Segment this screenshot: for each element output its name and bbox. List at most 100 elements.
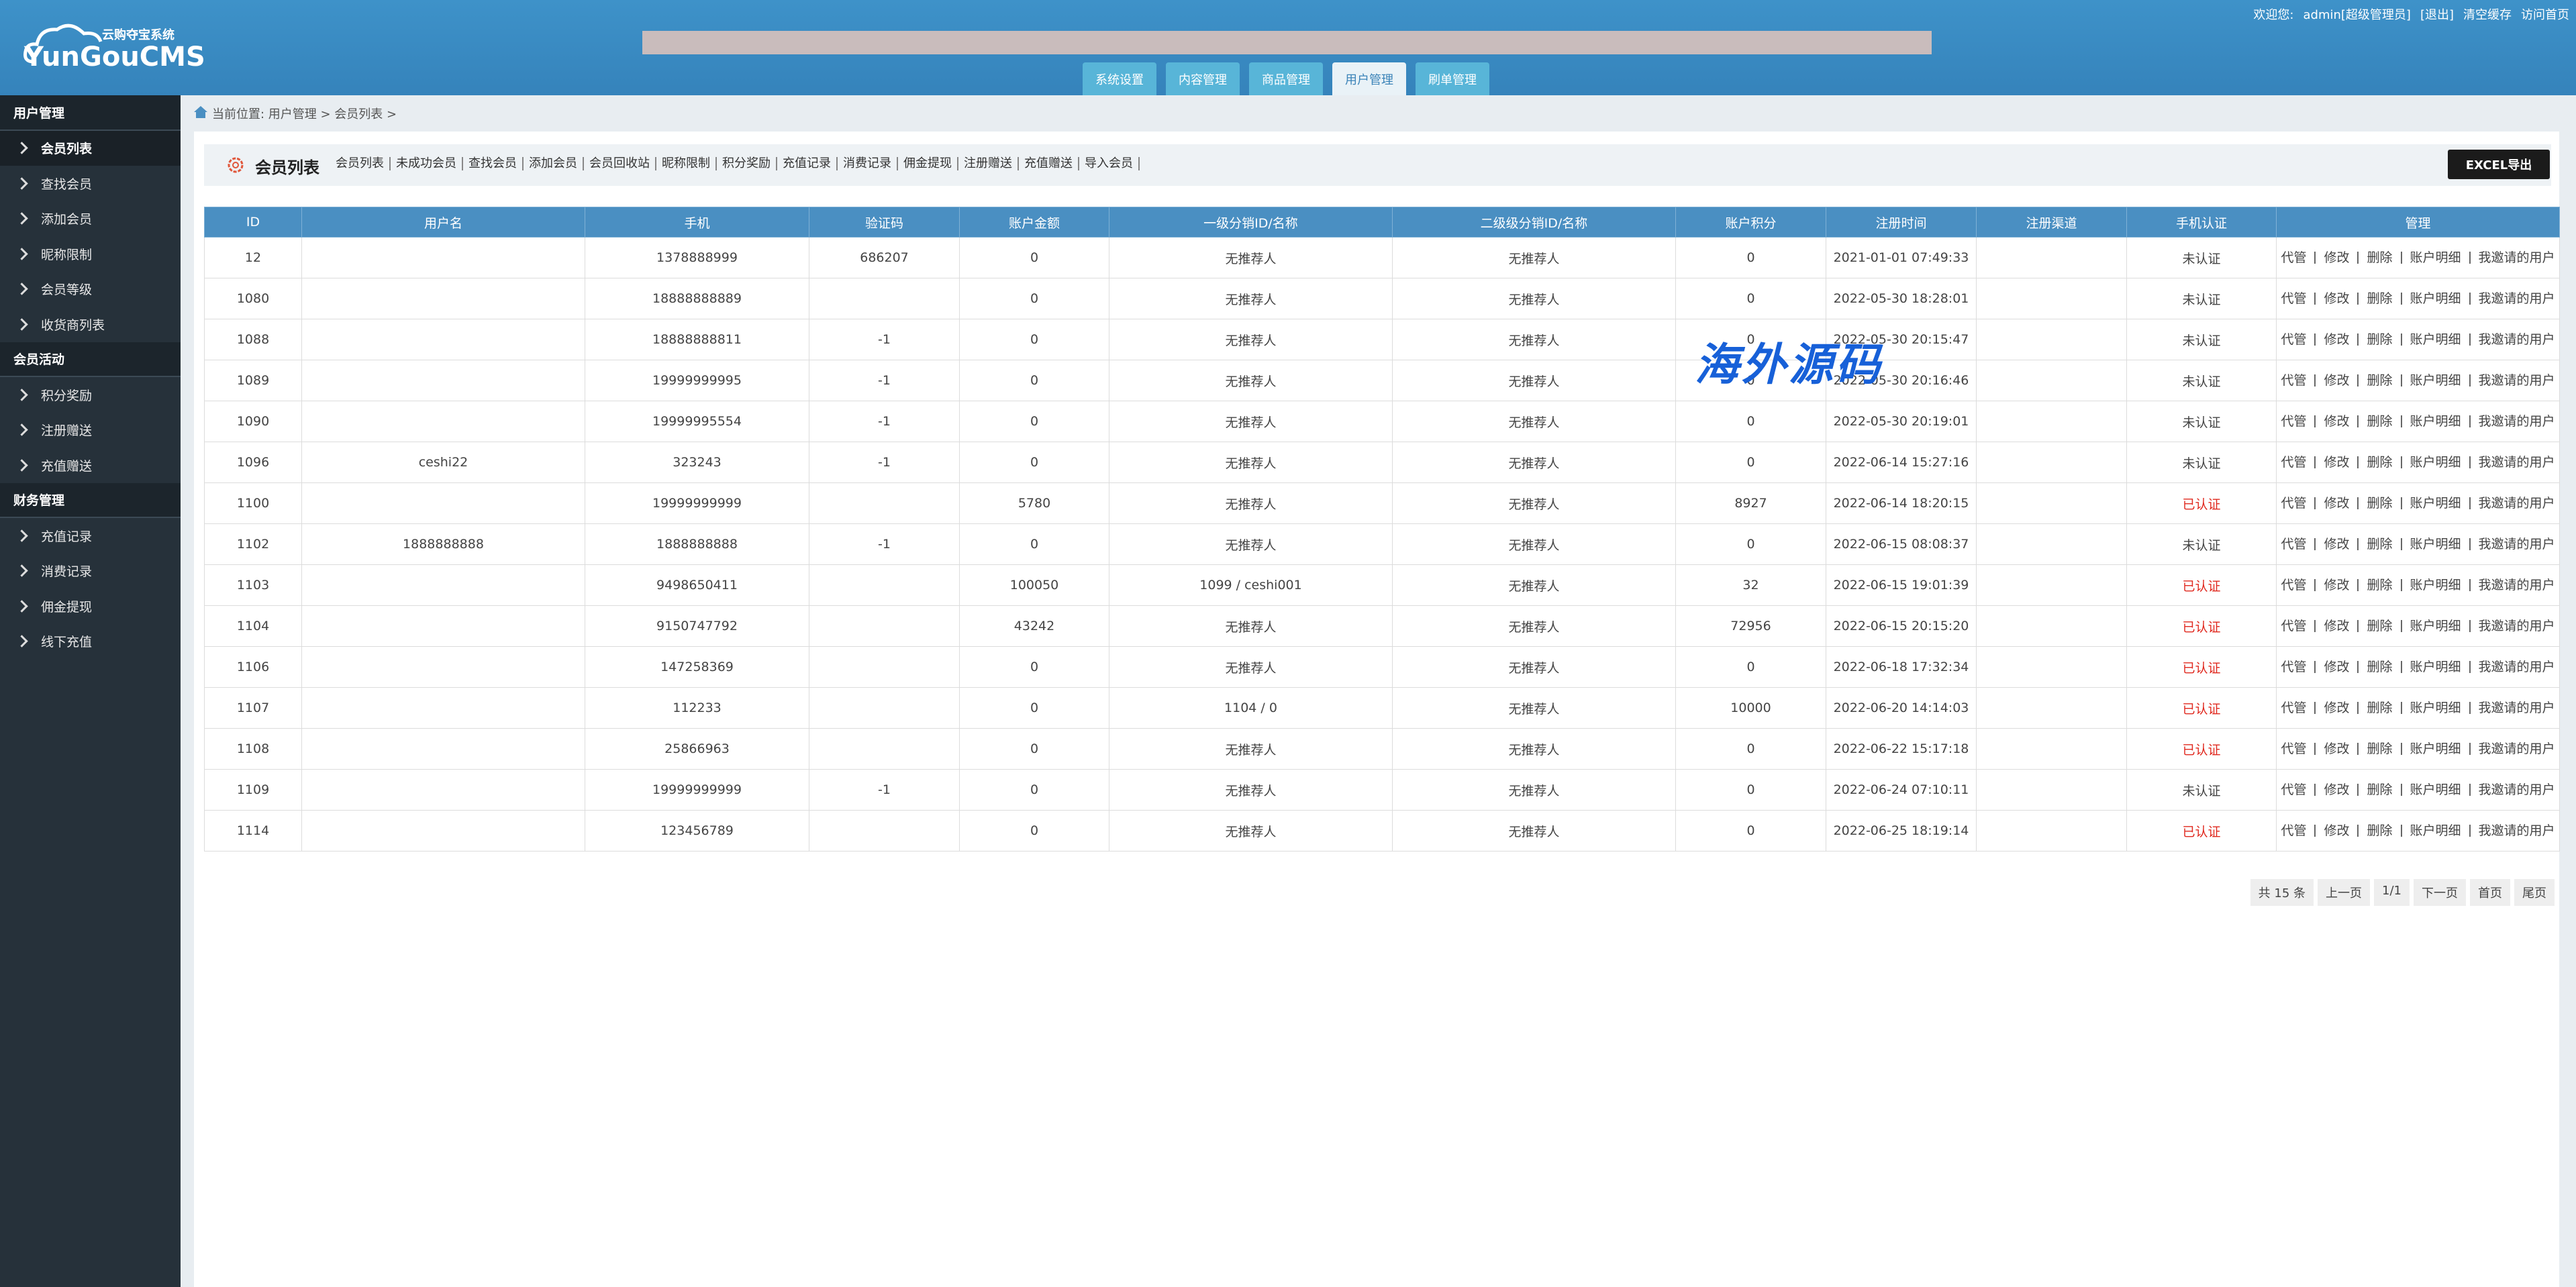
toolbar-link[interactable]: 未成功会员 <box>391 157 463 170</box>
action-link[interactable]: 账户明细 <box>2402 252 2471 264</box>
action-link[interactable]: 删除 <box>2359 661 2402 674</box>
toolbar-link[interactable]: 查找会员 <box>463 157 524 170</box>
toolbar-link[interactable]: 积分奖励 <box>717 157 777 170</box>
page-link[interactable]: 下一页 <box>2414 879 2466 906</box>
toolbar-link[interactable]: 会员回收站 <box>584 157 656 170</box>
action-link[interactable]: 代管 <box>2281 743 2316 756</box>
action-link[interactable]: 代管 <box>2281 252 2316 264</box>
action-link[interactable]: 我邀请的用户 <box>2478 619 2555 633</box>
action-link[interactable]: 我邀请的用户 <box>2478 660 2555 674</box>
page-link[interactable]: 上一页 <box>2318 879 2371 906</box>
sidebar-item[interactable]: 积分奖励 <box>0 377 181 413</box>
action-link[interactable]: 代管 <box>2281 784 2316 796</box>
action-link[interactable]: 代管 <box>2281 374 2316 387</box>
sidebar-item[interactable]: 佣金提现 <box>0 588 181 624</box>
action-link[interactable]: 修改 <box>2316 825 2359 837</box>
action-link[interactable]: 修改 <box>2316 661 2359 674</box>
action-link[interactable]: 修改 <box>2316 333 2359 346</box>
sidebar-item[interactable]: 线下充值 <box>0 624 181 660</box>
action-link[interactable]: 代管 <box>2281 661 2316 674</box>
action-link[interactable]: 修改 <box>2316 620 2359 633</box>
nav-tab[interactable]: 系统设置 <box>1083 62 1156 95</box>
action-link[interactable]: 我邀请的用户 <box>2478 373 2555 388</box>
action-link[interactable]: 账户明细 <box>2402 825 2471 837</box>
action-link[interactable]: 代管 <box>2281 620 2316 633</box>
action-link[interactable]: 代管 <box>2281 497 2316 510</box>
action-link[interactable]: 账户明细 <box>2402 456 2471 469</box>
action-link[interactable]: 我邀请的用户 <box>2478 537 2555 552</box>
action-link[interactable]: 删除 <box>2359 293 2402 305</box>
action-link[interactable]: 我邀请的用户 <box>2478 291 2555 306</box>
sidebar-item[interactable]: 充值赠送 <box>0 448 181 483</box>
action-link[interactable]: 删除 <box>2359 456 2402 469</box>
sidebar-item[interactable]: 会员列表 <box>0 130 181 166</box>
action-link[interactable]: 我邀请的用户 <box>2478 782 2555 797</box>
action-link[interactable]: 我邀请的用户 <box>2478 496 2555 511</box>
nav-tab[interactable]: 商品管理 <box>1249 62 1323 95</box>
sidebar-item[interactable]: 查找会员 <box>0 166 181 201</box>
action-link[interactable]: 修改 <box>2316 456 2359 469</box>
page-link[interactable]: 尾页 <box>2514 879 2555 906</box>
toolbar-link[interactable]: 消费记录 <box>838 157 898 170</box>
action-link[interactable]: 修改 <box>2316 784 2359 796</box>
page-link[interactable]: 1/1 <box>2374 879 2410 906</box>
nav-tab[interactable]: 内容管理 <box>1166 62 1240 95</box>
toolbar-link[interactable]: 注册赠送 <box>958 157 1019 170</box>
action-link[interactable]: 删除 <box>2359 252 2402 264</box>
action-link[interactable]: 删除 <box>2359 579 2402 592</box>
sidebar-item[interactable]: 昵称限制 <box>0 236 181 272</box>
action-link[interactable]: 删除 <box>2359 497 2402 510</box>
search-bar[interactable] <box>642 31 1932 54</box>
action-link[interactable]: 我邀请的用户 <box>2478 578 2555 593</box>
nav-tab[interactable]: 用户管理 <box>1332 62 1406 95</box>
action-link[interactable]: 我邀请的用户 <box>2478 701 2555 715</box>
export-button[interactable]: EXCEL导出 <box>2448 150 2550 179</box>
action-link[interactable]: 我邀请的用户 <box>2478 414 2555 429</box>
nav-tab[interactable]: 刷单管理 <box>1416 62 1489 95</box>
sidebar-item[interactable]: 充值记录 <box>0 518 181 554</box>
action-link[interactable]: 账户明细 <box>2402 333 2471 346</box>
action-link[interactable]: 账户明细 <box>2402 702 2471 715</box>
action-link[interactable]: 账户明细 <box>2402 538 2471 551</box>
action-link[interactable]: 代管 <box>2281 825 2316 837</box>
action-link[interactable]: 我邀请的用户 <box>2478 250 2555 265</box>
user-link[interactable]: [退出] <box>2420 8 2454 22</box>
user-link[interactable]: 访问首页 <box>2521 8 2569 22</box>
sidebar-item[interactable]: 消费记录 <box>0 554 181 589</box>
sidebar-item[interactable]: 会员等级 <box>0 272 181 307</box>
action-link[interactable]: 删除 <box>2359 784 2402 796</box>
action-link[interactable]: 账户明细 <box>2402 293 2471 305</box>
action-link[interactable]: 代管 <box>2281 415 2316 428</box>
action-link[interactable]: 修改 <box>2316 415 2359 428</box>
action-link[interactable]: 删除 <box>2359 743 2402 756</box>
action-link[interactable]: 我邀请的用户 <box>2478 455 2555 470</box>
toolbar-link[interactable]: 导入会员 <box>1079 157 1140 170</box>
action-link[interactable]: 我邀请的用户 <box>2478 741 2555 756</box>
action-link[interactable]: 删除 <box>2359 825 2402 837</box>
action-link[interactable]: 修改 <box>2316 579 2359 592</box>
toolbar-link[interactable]: 佣金提现 <box>898 157 958 170</box>
action-link[interactable]: 删除 <box>2359 620 2402 633</box>
action-link[interactable]: 代管 <box>2281 702 2316 715</box>
action-link[interactable]: 修改 <box>2316 702 2359 715</box>
user-link[interactable]: 清空缓存 <box>2463 8 2512 22</box>
action-link[interactable]: 账户明细 <box>2402 661 2471 674</box>
toolbar-link[interactable]: 昵称限制 <box>656 157 717 170</box>
sidebar-item[interactable]: 添加会员 <box>0 201 181 237</box>
action-link[interactable]: 账户明细 <box>2402 497 2471 510</box>
toolbar-link[interactable]: 充值记录 <box>777 157 838 170</box>
action-link[interactable]: 账户明细 <box>2402 579 2471 592</box>
action-link[interactable]: 我邀请的用户 <box>2478 332 2555 347</box>
user-link[interactable]: admin[超级管理员] <box>2303 8 2411 22</box>
action-link[interactable]: 代管 <box>2281 333 2316 346</box>
toolbar-link[interactable]: 充值赠送 <box>1019 157 1079 170</box>
page-link[interactable]: 首页 <box>2470 879 2510 906</box>
action-link[interactable]: 代管 <box>2281 456 2316 469</box>
action-link[interactable]: 账户明细 <box>2402 743 2471 756</box>
action-link[interactable]: 我邀请的用户 <box>2478 823 2555 838</box>
action-link[interactable]: 修改 <box>2316 252 2359 264</box>
action-link[interactable]: 删除 <box>2359 333 2402 346</box>
action-link[interactable]: 修改 <box>2316 497 2359 510</box>
action-link[interactable]: 代管 <box>2281 579 2316 592</box>
action-link[interactable]: 代管 <box>2281 293 2316 305</box>
